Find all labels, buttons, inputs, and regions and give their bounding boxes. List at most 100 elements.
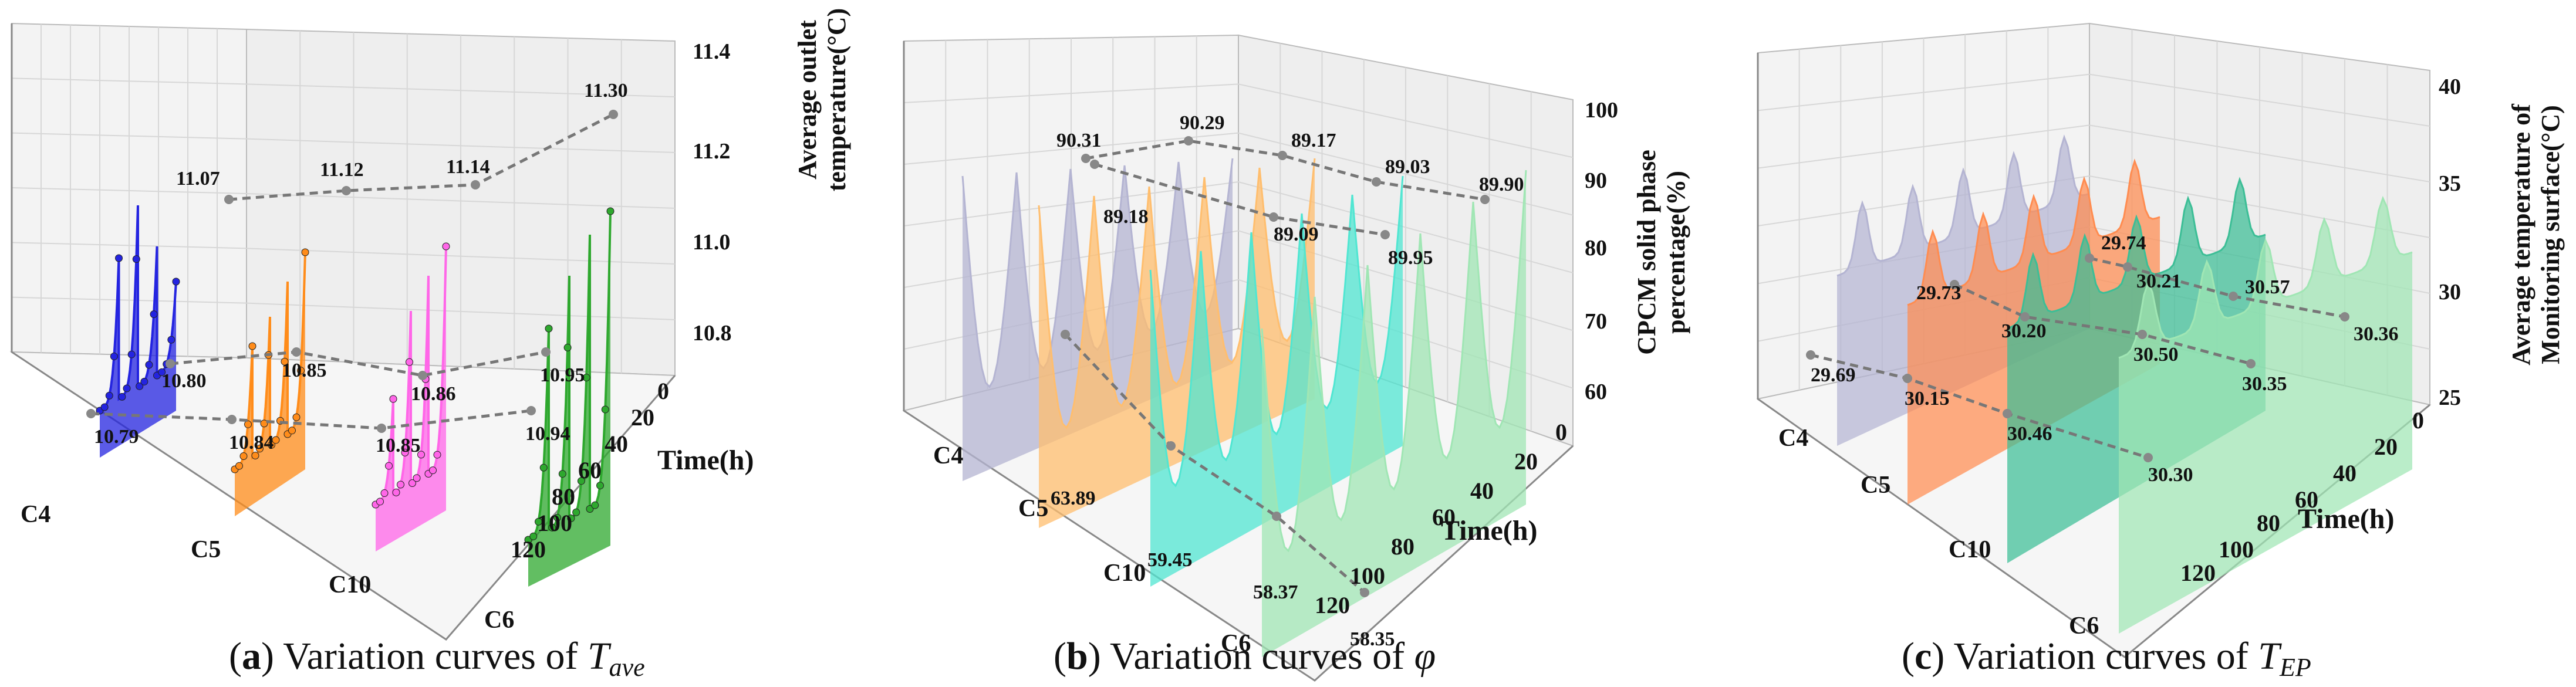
guide-point: [377, 424, 386, 433]
caption-part: φ: [1414, 635, 1436, 678]
caption-part: EP: [2279, 653, 2311, 682]
series-point: [150, 310, 158, 319]
guide-point: [166, 359, 175, 368]
guide-point: [1480, 195, 1490, 204]
series-area-C6: [2119, 198, 2412, 634]
data-label: 10.79: [94, 426, 139, 448]
series-point: [272, 436, 280, 444]
guide-point: [1081, 154, 1091, 163]
y-tick-label: 80: [2257, 510, 2280, 536]
y-tick-label: 60: [2295, 486, 2318, 513]
z-tick-label: 11.4: [693, 39, 730, 64]
y-tick-label: 40: [605, 431, 628, 457]
series-point: [256, 445, 264, 453]
caption-part: T: [2258, 635, 2282, 678]
y-axis-label: Time(h): [2298, 503, 2394, 534]
guide-point: [1278, 151, 1287, 160]
series-point: [288, 427, 296, 435]
series-point: [127, 350, 136, 358]
grid-line: [1757, 175, 2090, 226]
z-axis-label: Monitoring surface(°C): [2536, 105, 2565, 364]
series-point: [601, 405, 609, 414]
data-label: 30.50: [2133, 344, 2179, 366]
data-label: 89.03: [1385, 156, 1430, 178]
series-point: [606, 207, 615, 215]
data-label: 30.30: [2148, 464, 2193, 486]
x-tick-label: C5: [1018, 495, 1048, 522]
x-tick-label: C4: [21, 501, 50, 528]
series-point: [442, 242, 450, 251]
grid-line: [2089, 73, 2430, 127]
data-label: 10.84: [229, 432, 274, 454]
guide-point: [1372, 177, 1381, 187]
series-point: [140, 377, 148, 385]
y-tick-label: 80: [552, 483, 575, 510]
guide-point: [1090, 160, 1099, 169]
series-point: [376, 498, 384, 506]
x-tick-label: C4: [1778, 425, 1808, 452]
series-point: [596, 482, 604, 490]
series-point: [145, 361, 153, 369]
z-axis-label: Average outlet: [793, 20, 822, 180]
mid-guide: [170, 350, 546, 377]
caption-part: a: [242, 635, 261, 678]
grid-line: [1238, 132, 1574, 216]
series-line-C10: [1149, 175, 1404, 488]
series-point: [539, 463, 548, 472]
series-point: [429, 466, 437, 475]
upper-guide: [2089, 256, 2345, 319]
data-label: 89.90: [1479, 174, 1524, 195]
data-label: 89.95: [1388, 247, 1433, 269]
grid-line: [11, 132, 247, 140]
series-point: [401, 448, 409, 456]
y-tick-label: 60: [578, 457, 602, 483]
series-point: [292, 413, 301, 421]
series-point: [572, 508, 580, 516]
series-point: [438, 392, 445, 401]
series-area-C10: [1150, 176, 1403, 587]
series-point: [260, 419, 268, 428]
box-edge: [903, 41, 1574, 682]
guide-point: [541, 347, 551, 357]
series-point: [158, 368, 166, 376]
series-point: [535, 517, 542, 526]
x-tick-label: C10: [329, 571, 371, 598]
series-point: [563, 343, 572, 351]
guide-point: [471, 180, 480, 189]
data-label: 30.46: [2007, 423, 2052, 445]
guide-point: [1380, 230, 1390, 239]
max-guide: [1085, 139, 1485, 201]
series-line-C10: [2007, 177, 2266, 330]
grid-line: [903, 83, 1239, 103]
guide-point: [224, 195, 234, 204]
series-point: [244, 420, 252, 428]
data-label: 30.20: [2001, 320, 2047, 342]
caption-part: ): [1088, 635, 1101, 678]
guide-point: [418, 371, 427, 380]
y-tick-label: 80: [1391, 533, 1414, 560]
series-point: [389, 395, 397, 403]
series-point: [417, 451, 425, 459]
grid-line: [246, 248, 676, 265]
y-tick-label: 40: [1470, 478, 1494, 504]
grid-line: [246, 302, 676, 320]
guide-point: [1903, 374, 1912, 383]
series-point: [567, 515, 575, 523]
y-tick-label: 120: [2180, 560, 2216, 586]
x-tick-label: C6: [1221, 630, 1251, 657]
z-axis-label: Average temperature of: [2507, 103, 2536, 366]
guide-point: [1166, 441, 1176, 451]
grid-line: [2089, 175, 2430, 238]
panel-caption: (b) Variation curves of φ: [1054, 635, 1436, 678]
data-label: 30.36: [2354, 323, 2399, 345]
x-tick-label: C10: [1949, 536, 1991, 563]
x-tick-label: C4: [933, 442, 963, 469]
guide-point: [292, 347, 301, 357]
data-label: 89.18: [1103, 206, 1149, 228]
guide-point: [1269, 212, 1278, 222]
guide-point: [2003, 409, 2012, 418]
series-point: [235, 462, 243, 470]
guide-point: [2020, 312, 2030, 321]
series-point: [577, 477, 585, 485]
